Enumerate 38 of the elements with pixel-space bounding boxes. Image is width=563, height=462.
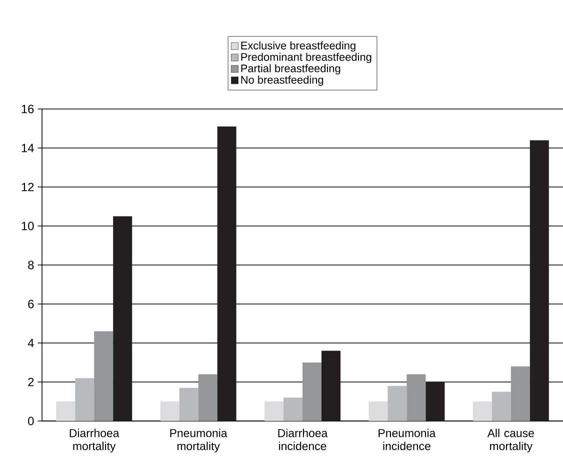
- y-tick-label: 12: [22, 182, 34, 192]
- y-tick-label: 0: [28, 416, 34, 426]
- y-tick-label: 2: [28, 378, 34, 386]
- bar: [217, 126, 236, 421]
- bar: [322, 350, 340, 421]
- y-tick-label: 6: [28, 300, 34, 308]
- bar: [75, 378, 94, 421]
- x-tick-label: Pneumonia mortality: [170, 428, 228, 452]
- bar: [388, 386, 407, 421]
- bar: [56, 402, 76, 421]
- legend-label: Exclusive breastfeeding: [241, 41, 356, 52]
- x-tick-label: Diarrhoea incidence: [278, 428, 328, 450]
- bar: [94, 331, 114, 421]
- x-tick-label: Diarrhoea mortality: [70, 428, 120, 452]
- bar: [510, 366, 530, 421]
- x-tick-label: All cause mortality: [487, 428, 534, 452]
- bar: [284, 398, 302, 421]
- y-tick-label: 16: [22, 104, 34, 114]
- legend-label: Predominant breastfeeding: [241, 52, 372, 64]
- y-tick-label: 4: [28, 338, 34, 348]
- legend-label: Partial breastfeeding: [241, 64, 340, 74]
- bar: [406, 374, 426, 421]
- bar: [160, 402, 180, 421]
- y-tick-label: 10: [22, 222, 34, 230]
- bar: [198, 374, 218, 421]
- bar: [492, 392, 511, 421]
- bar: [264, 402, 284, 421]
- legend-label: No breastfeeding: [241, 76, 324, 86]
- bar: [113, 216, 132, 421]
- bar: [368, 402, 388, 421]
- x-tick-label: Pneumonia incidence: [378, 428, 436, 450]
- y-tick-label: 14: [22, 144, 34, 152]
- bar: [472, 402, 492, 421]
- bar: [426, 382, 445, 421]
- bar: [530, 140, 549, 421]
- bar: [179, 388, 198, 421]
- y-tick-label: 8: [28, 260, 34, 270]
- bar: [302, 362, 322, 421]
